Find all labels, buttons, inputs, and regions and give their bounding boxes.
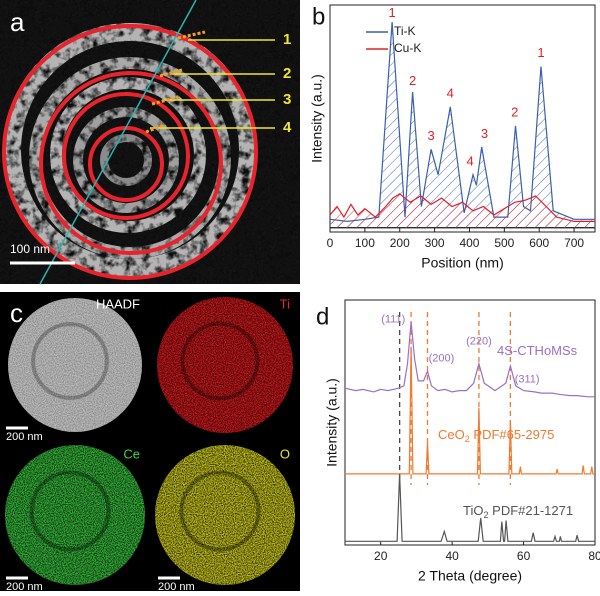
- texture: [0, 0, 300, 284]
- subscript: 2: [483, 510, 488, 520]
- series-label: CeO2 PDF#65-2975: [438, 427, 554, 444]
- x-tick-label: 80: [588, 549, 600, 563]
- ring-label: 1: [283, 31, 291, 48]
- x-tick-label: 300: [425, 236, 445, 250]
- panel-a: 100 nm a: [0, 0, 300, 285]
- label-part: 4S-CTHoMSs: [497, 343, 578, 358]
- series-line: [345, 473, 595, 542]
- x-tick-label: 40: [445, 549, 459, 563]
- speckle: [5, 445, 145, 585]
- x-tick-label: 400: [459, 236, 479, 250]
- hatch-fill: [330, 22, 595, 228]
- annotation: 1: [388, 5, 395, 20]
- map-label: Ti: [280, 296, 290, 311]
- speckle: [8, 298, 142, 432]
- chart: d 20 40 60 80 2 Theta (degree) Intensity (a.u.…: [316, 299, 600, 584]
- panel-c: c HAADF 200 nm Ti Ce 200 nm O 200 nm: [0, 292, 300, 593]
- annotation: (200): [429, 353, 455, 365]
- profile-line: [39, 0, 197, 285]
- annotation: 3: [481, 126, 488, 141]
- x-tick-label: 100: [355, 236, 375, 250]
- label-part: PDF#21-1271: [489, 503, 574, 518]
- label-part: PDF#65-2975: [470, 427, 555, 442]
- speckle: [155, 445, 295, 585]
- x-tick-label: 20: [374, 549, 388, 563]
- panel-letter: b: [312, 3, 325, 30]
- annotation: (220): [466, 336, 492, 348]
- label-part: TiO: [463, 503, 483, 518]
- x-tick-label: 700: [564, 236, 584, 250]
- label-part: CeO: [438, 427, 465, 442]
- y-axis-label: Intensity (a.u.): [324, 378, 340, 467]
- annotation: (311): [515, 374, 540, 386]
- marks: [145, 30, 206, 134]
- ring-label: 3: [283, 91, 291, 108]
- y-axis-label: Intensity (a.u.): [309, 74, 325, 163]
- x-tick-label: 60: [517, 549, 531, 563]
- scale-label: 200 nm: [158, 581, 195, 591]
- annotation: 2: [511, 105, 518, 120]
- plot-frame: [329, 4, 596, 233]
- annotation: 2: [409, 73, 416, 88]
- chart: b 0 100 200 300 400 500 600 700 Position (nm) Inte…: [309, 3, 596, 271]
- series-line: [344, 322, 595, 398]
- x-axis-label: Position (nm): [421, 255, 503, 271]
- subscript: 2: [465, 434, 470, 444]
- x-axis-label: 2 Theta (degree): [418, 568, 522, 584]
- series-label: TiO2 PDF#21-1271: [463, 503, 573, 520]
- leader-lines: [150, 39, 275, 129]
- x-tick-label: 600: [529, 236, 549, 250]
- series-line: [329, 193, 595, 222]
- map-label: Ce: [123, 446, 140, 461]
- annotation: (111): [381, 314, 405, 326]
- legend-label: Cu-K: [394, 41, 421, 55]
- x-tick-label: 0: [327, 236, 334, 250]
- scale-label: 200 nm: [6, 581, 43, 591]
- speckle: [157, 297, 293, 433]
- annotation: 4: [467, 153, 474, 168]
- panel-letter: c: [10, 298, 23, 328]
- x-tick-label: 200: [390, 236, 410, 250]
- plot-frame: [344, 299, 596, 546]
- scale-label: 200 nm: [6, 431, 43, 443]
- annotation: 4: [447, 86, 454, 101]
- series-line: [345, 346, 595, 475]
- ring-label: 4: [283, 119, 292, 136]
- series-label: 4S-CTHoMSs: [497, 343, 578, 358]
- scale-label: 100 nm: [10, 242, 50, 256]
- legend-label: Ti-K: [394, 24, 416, 38]
- panel-letter: a: [10, 7, 25, 37]
- panel-letter: d: [316, 303, 329, 330]
- map-label: O: [280, 446, 290, 461]
- hatch-fill: [330, 193, 595, 228]
- ring-label: 2: [283, 65, 291, 82]
- map-label: HAADF: [96, 296, 140, 311]
- x-tick-label: 500: [494, 236, 514, 250]
- series-line: [329, 21, 595, 223]
- annotation: 1: [537, 45, 544, 60]
- annotation: 3: [428, 128, 435, 143]
